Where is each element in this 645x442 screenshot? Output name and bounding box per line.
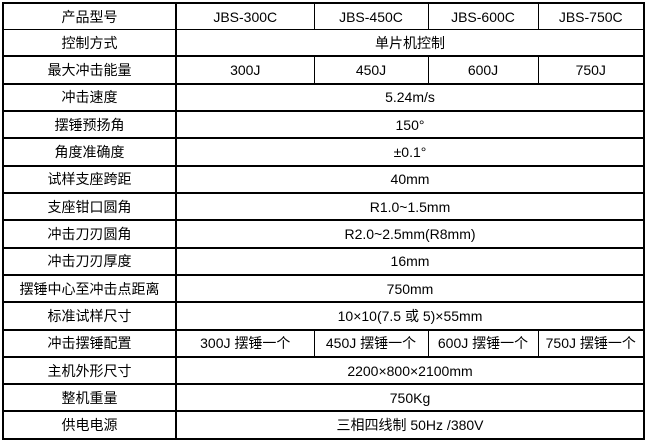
table-row-control-mode: 控制方式 单片机控制 [2,29,645,57]
row-label: 角度准确度 [2,137,177,167]
row-label: 控制方式 [2,29,177,57]
model-cell: JBS-750C [537,2,645,31]
table-row-total-weight: 整机重量 750Kg [2,383,645,412]
value-cell: 16mm [175,247,645,276]
value-cell: 10×10(7.5 或 5)×55mm [175,301,645,331]
table-row-blade-radius: 冲击刀刃圆角 R2.0~2.5mm(R8mm) [2,219,645,249]
table-row-machine-dimensions: 主机外形尺寸 2200×800×2100mm [2,356,645,385]
model-cell: JBS-300C [175,2,315,31]
value-cell: 5.24m/s [175,83,645,112]
table-row-support-span: 试样支座跨距 40mm [2,165,645,194]
row-label: 摆锤预扬角 [2,110,177,139]
value-cell: 300J 摆锤一个 [175,329,315,358]
table-row-support-jaw-radius: 支座钳口圆角 R1.0~1.5mm [2,192,645,221]
value-cell: 750Kg [175,383,645,412]
row-label: 标准试样尺寸 [2,301,177,331]
row-label: 供电电源 [2,410,177,440]
value-cell: R2.0~2.5mm(R8mm) [175,219,645,249]
model-cell: JBS-450C [313,2,429,31]
value-cell: ±0.1° [175,137,645,167]
value-cell: 40mm [175,165,645,194]
value-cell: 450J [313,55,429,85]
table-row-max-impact-energy: 最大冲击能量 300J 450J 600J 750J [2,55,645,85]
table-row-blade-thickness: 冲击刀刃厚度 16mm [2,247,645,276]
value-cell: 150° [175,110,645,139]
value-cell: 三相四线制 50Hz /380V [175,410,645,440]
row-label: 冲击速度 [2,83,177,112]
value-cell: 750mm [175,274,645,303]
table-row-standard-specimen-size: 标准试样尺寸 10×10(7.5 或 5)×55mm [2,301,645,331]
row-label: 摆锤中心至冲击点距离 [2,274,177,303]
value-cell: 750J [537,55,645,85]
row-label: 支座钳口圆角 [2,192,177,221]
row-label: 冲击摆锤配置 [2,329,177,358]
table-row-impact-speed: 冲击速度 5.24m/s [2,83,645,112]
value-cell: 750J 摆锤一个 [537,329,645,358]
value-cell: R1.0~1.5mm [175,192,645,221]
value-cell: 300J [175,55,315,85]
value-cell: 450J 摆锤一个 [313,329,429,358]
row-label: 整机重量 [2,383,177,412]
table-row-angle-accuracy: 角度准确度 ±0.1° [2,137,645,167]
row-label: 冲击刀刃圆角 [2,219,177,249]
row-label: 主机外形尺寸 [2,356,177,385]
row-label: 冲击刀刃厚度 [2,247,177,276]
table-row-pendulum-pre-raise-angle: 摆锤预扬角 150° [2,110,645,139]
value-cell: 2200×800×2100mm [175,356,645,385]
table-row-pendulum-configuration: 冲击摆锤配置 300J 摆锤一个 450J 摆锤一个 600J 摆锤一个 750… [2,329,645,358]
row-label: 产品型号 [2,2,177,31]
model-cell: JBS-600C [427,2,539,31]
table-row-product-model: 产品型号 JBS-300C JBS-450C JBS-600C JBS-750C [2,2,645,31]
row-label: 试样支座跨距 [2,165,177,194]
row-label: 最大冲击能量 [2,55,177,85]
value-cell: 600J [427,55,539,85]
table-row-power-supply: 供电电源 三相四线制 50Hz /380V [2,410,645,440]
value-cell: 600J 摆锤一个 [427,329,539,358]
table-row-pendulum-center-distance: 摆锤中心至冲击点距离 750mm [2,274,645,303]
value-cell: 单片机控制 [175,29,645,57]
